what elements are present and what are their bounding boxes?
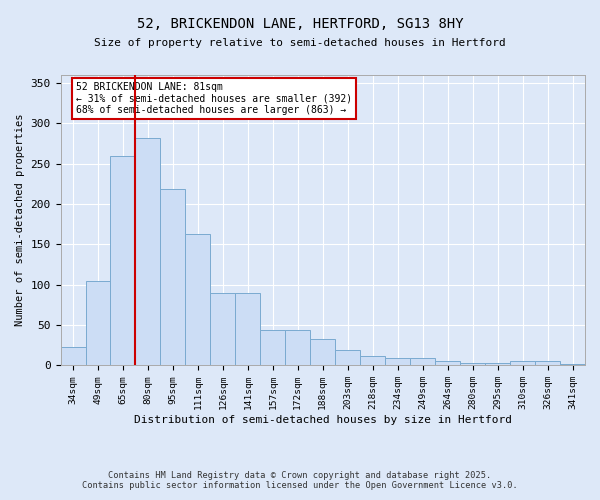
Bar — [61, 346, 86, 365]
X-axis label: Distribution of semi-detached houses by size in Hertford: Distribution of semi-detached houses by … — [134, 415, 512, 425]
Bar — [235, 292, 260, 365]
Bar — [286, 330, 310, 365]
Bar — [560, 364, 585, 365]
Bar — [435, 361, 460, 365]
Bar — [335, 350, 360, 365]
Bar — [385, 358, 410, 365]
Bar — [535, 361, 560, 365]
Bar — [110, 156, 136, 365]
Bar — [310, 338, 335, 365]
Text: 52 BRICKENDON LANE: 81sqm
← 31% of semi-detached houses are smaller (392)
68% of: 52 BRICKENDON LANE: 81sqm ← 31% of semi-… — [76, 82, 352, 116]
Text: Contains HM Land Registry data © Crown copyright and database right 2025.
Contai: Contains HM Land Registry data © Crown c… — [82, 470, 518, 490]
Bar — [136, 138, 160, 365]
Text: Size of property relative to semi-detached houses in Hertford: Size of property relative to semi-detach… — [94, 38, 506, 48]
Text: 52, BRICKENDON LANE, HERTFORD, SG13 8HY: 52, BRICKENDON LANE, HERTFORD, SG13 8HY — [137, 18, 463, 32]
Y-axis label: Number of semi-detached properties: Number of semi-detached properties — [15, 114, 25, 326]
Bar — [211, 292, 235, 365]
Bar — [160, 188, 185, 365]
Bar — [410, 358, 435, 365]
Bar — [260, 330, 286, 365]
Bar — [86, 280, 110, 365]
Bar — [485, 363, 510, 365]
Bar — [460, 363, 485, 365]
Bar — [510, 361, 535, 365]
Bar — [185, 234, 211, 365]
Bar — [360, 356, 385, 365]
